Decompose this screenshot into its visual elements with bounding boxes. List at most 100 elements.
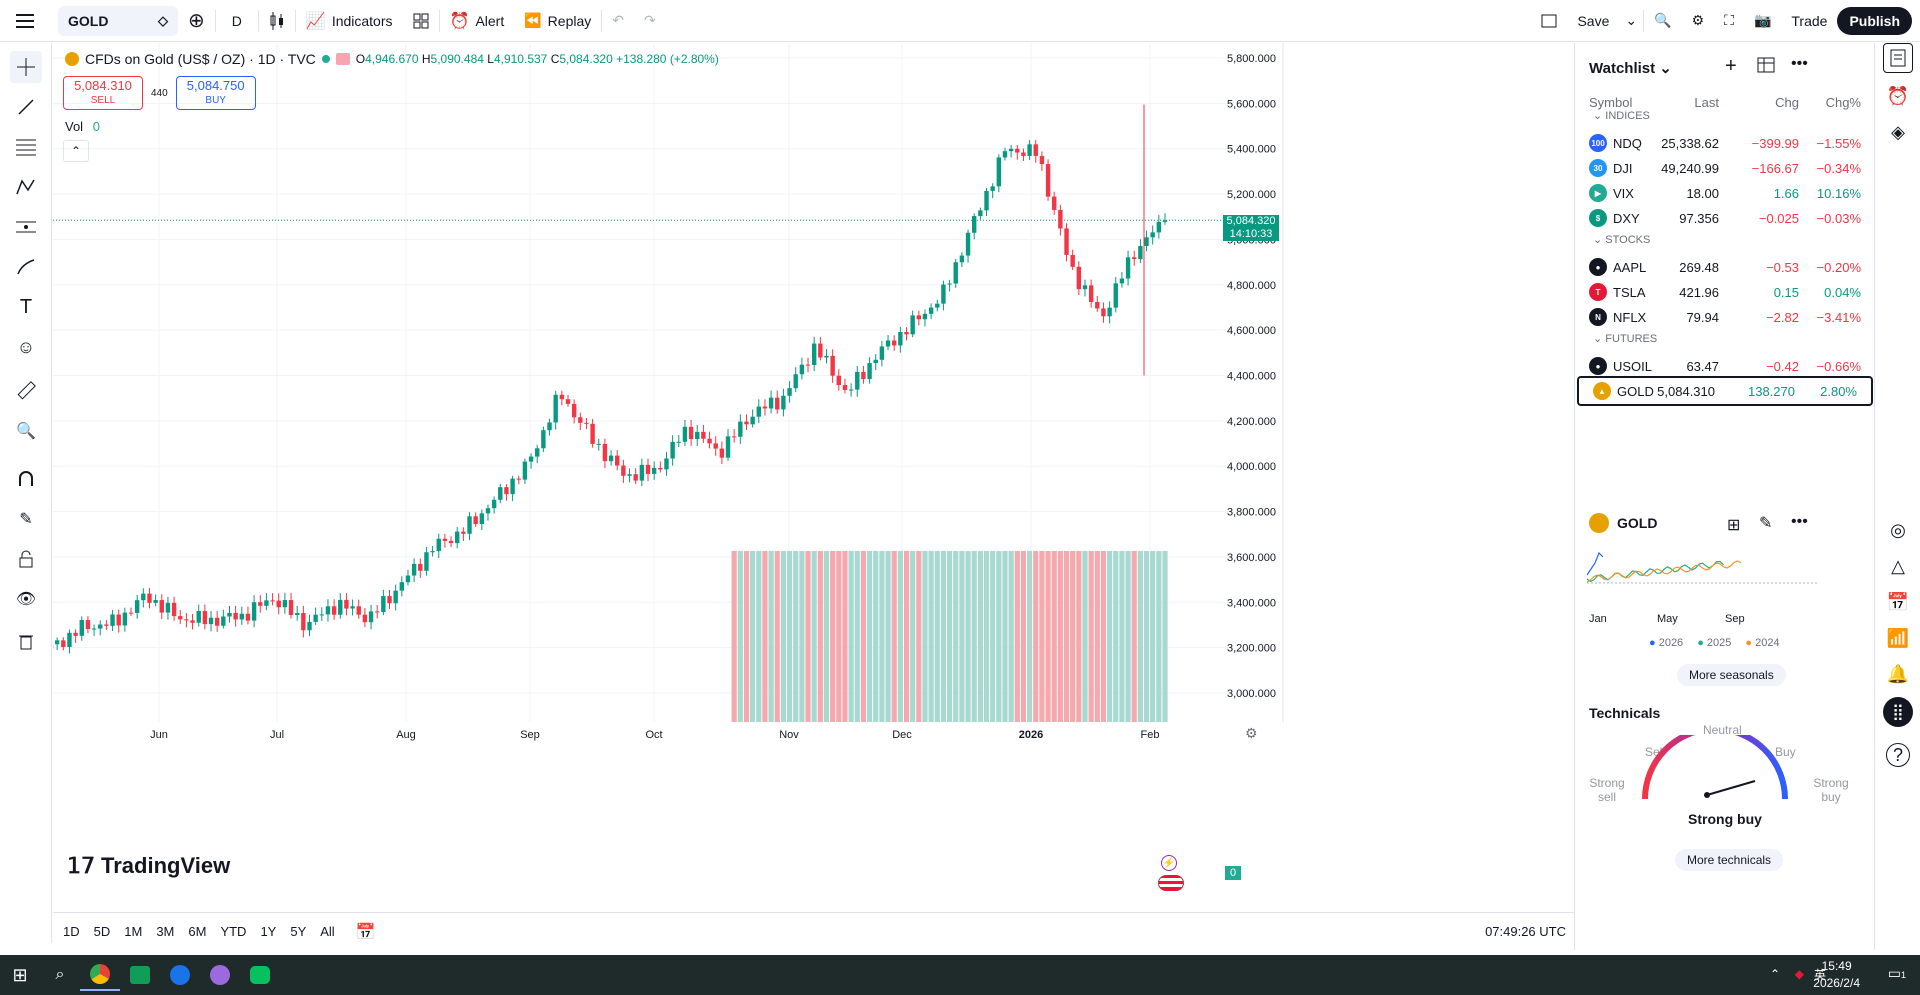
system-clock[interactable]: 15:49 2026/2/4 <box>1813 958 1860 992</box>
calendar-icon[interactable]: 📅 <box>1886 591 1910 612</box>
lightning-icon[interactable]: ⚡ <box>1161 855 1177 871</box>
trash-icon[interactable] <box>10 625 42 657</box>
bell-icon[interactable]: 🔔 <box>1886 663 1910 684</box>
help-icon[interactable]: ? <box>1886 743 1910 767</box>
grid-icon[interactable]: ⊞ <box>1727 517 1741 534</box>
seasonals-chart[interactable] <box>1587 539 1827 609</box>
pencil-lock-icon[interactable]: ✎ <box>19 511 33 528</box>
undo-button[interactable]: ↶ <box>612 12 624 28</box>
chrome-icon[interactable] <box>80 959 120 991</box>
col-chg[interactable]: Chg <box>1775 95 1799 110</box>
range-5y[interactable]: 5Y <box>290 924 307 939</box>
events-icons[interactable]: ⚡ <box>1161 855 1177 871</box>
technicals-title[interactable]: Technicals <box>1589 705 1661 721</box>
notification-icon[interactable]: ▭1 <box>1887 965 1906 981</box>
replay-button[interactable]: ⏪ Replay <box>514 0 601 42</box>
chart-pane[interactable]: 5,800.0005,600.0005,400.0005,200.0005,00… <box>53 43 1574 950</box>
apps-grid-icon[interactable]: ⣿ <box>1883 697 1913 727</box>
tray-app-icon[interactable]: ◆ <box>1794 967 1804 981</box>
alert-button[interactable]: ⏰ Alert <box>440 0 515 42</box>
fib-retracement-icon[interactable] <box>10 131 42 163</box>
watchlist-row-nflx[interactable]: N NFLX 79.94 −2.82 −3.41% <box>1575 302 1875 332</box>
range-5d[interactable]: 5D <box>93 924 111 939</box>
price-chart[interactable]: 5,800.0005,600.0005,400.0005,200.0005,00… <box>53 43 1574 912</box>
pattern-icon[interactable] <box>10 171 42 203</box>
cat-app-icon[interactable] <box>200 959 240 991</box>
alarm-clock-icon[interactable]: ⏰ <box>1886 85 1910 106</box>
camera-icon[interactable]: 📷 <box>1753 12 1772 28</box>
more-seasonals-button[interactable]: More seasonals <box>1677 664 1786 686</box>
zoom-in-icon[interactable]: 🔍 <box>16 423 36 440</box>
range-1d[interactable]: 1D <box>63 924 80 939</box>
more-options-icon[interactable]: ••• <box>1791 55 1808 72</box>
templates-icon[interactable] <box>403 0 439 42</box>
more-options-icon[interactable]: ••• <box>1791 513 1808 530</box>
trade-button[interactable]: Trade <box>1791 12 1828 29</box>
crosshair-icon[interactable] <box>10 51 42 83</box>
settings-icon[interactable]: ⚙ <box>1245 725 1258 741</box>
buy-button[interactable]: 5,084.750 BUY <box>175 76 256 110</box>
watchlist-row-aapl[interactable]: ● AAPL 269.48 −0.53 −0.20% <box>1575 252 1875 282</box>
watchlist-title[interactable]: Watchlist ⌄ <box>1589 59 1672 77</box>
more-technicals-button[interactable]: More technicals <box>1675 849 1784 871</box>
interval-button[interactable]: D <box>231 12 242 29</box>
ideas-icon[interactable]: △ <box>1891 555 1905 576</box>
fullscreen-icon[interactable]: ⛶ <box>1724 12 1734 28</box>
indicators-button[interactable]: 📈 Indicators <box>296 0 403 42</box>
col-symbol[interactable]: Symbol <box>1589 95 1633 110</box>
magnet-icon[interactable] <box>10 463 42 495</box>
add-symbol-icon[interactable]: + <box>1725 55 1737 77</box>
text-icon[interactable]: T <box>19 295 33 318</box>
lock-icon[interactable] <box>10 543 42 575</box>
layout-icon[interactable] <box>1531 0 1567 42</box>
watchlist-row-ndq[interactable]: 100 NDQ 25,338.62 −399.99 −1.55% <box>1575 128 1875 158</box>
range-ytd[interactable]: YTD <box>220 924 247 939</box>
date-range-icon[interactable]: 📅 <box>355 923 376 941</box>
range-1y[interactable]: 1Y <box>260 924 277 939</box>
watchlist-icon[interactable] <box>1883 43 1913 73</box>
sell-button[interactable]: 5,084.310 SELL <box>63 76 143 110</box>
watchlist-row-vix[interactable]: ▶ VIX 18.00 1.66 10.16% <box>1575 178 1875 208</box>
us-flag-icon[interactable] <box>1158 875 1184 891</box>
range-all[interactable]: All <box>320 924 335 939</box>
ruler-icon[interactable] <box>10 375 42 407</box>
broadcast-icon[interactable]: 📶 <box>1886 627 1910 648</box>
ime-indicator[interactable]: 英 <box>1813 968 1826 982</box>
watchlist-row-usoil[interactable]: ● USOIL 63.47 −0.42 −0.66% <box>1575 351 1875 381</box>
menu-icon[interactable] <box>0 0 50 42</box>
publish-button[interactable]: Publish <box>1837 6 1912 35</box>
advanced-view-icon[interactable] <box>1757 57 1775 78</box>
target-icon[interactable]: ◎ <box>1890 519 1906 540</box>
tray-chevron-icon[interactable]: ⌃ <box>1769 967 1780 981</box>
watchlist-row-tsla[interactable]: T TSLA 421.96 0.15 0.04% <box>1575 277 1875 307</box>
save-button[interactable]: Save <box>1577 12 1610 29</box>
edit-icon[interactable]: ✎ <box>1759 515 1773 532</box>
watchlist-row-dji[interactable]: 30 DJI 49,240.99 −166.67 −0.34% <box>1575 153 1875 183</box>
chart-title[interactable]: CFDs on Gold (US$ / OZ) · 1D · TVC <box>85 51 316 67</box>
search-icon[interactable]: ⌕ <box>55 966 65 983</box>
watchlist-row-gold[interactable]: ▲ GOLD 5,084.310 138.270 2.80% <box>1577 376 1873 406</box>
prediction-icon[interactable] <box>10 211 42 243</box>
add-symbol-button[interactable]: ⊕ <box>188 10 205 32</box>
section-stocks[interactable]: ⌄ STOCKS <box>1593 233 1650 246</box>
chevron-down-icon[interactable]: ⌄ <box>1625 12 1638 28</box>
brush-icon[interactable] <box>10 251 42 283</box>
section-futures[interactable]: ⌄ FUTURES <box>1593 332 1657 345</box>
range-6m[interactable]: 6M <box>188 924 207 939</box>
redo-button[interactable]: ↷ <box>644 12 656 28</box>
range-1m[interactable]: 1M <box>124 924 143 939</box>
section-indices[interactable]: ⌄ INDICES <box>1593 109 1650 122</box>
emoji-icon[interactable]: ☺ <box>16 336 36 357</box>
symbol-search[interactable]: GOLD ◇ <box>58 5 178 36</box>
utc-time[interactable]: 07:49:26 UTC <box>1485 924 1566 939</box>
quick-search-icon[interactable]: 🔍 <box>1654 12 1672 28</box>
gear-icon[interactable]: ⚙ <box>1691 12 1705 28</box>
collapse-legend-button[interactable]: ⌃ <box>63 140 89 162</box>
col-last[interactable]: Last <box>1694 95 1719 110</box>
eye-icon[interactable]: 👁 <box>15 591 37 608</box>
windows-start-icon[interactable]: ⊞ <box>12 964 28 985</box>
trend-line-icon[interactable] <box>10 91 42 123</box>
watchlist-row-dxy[interactable]: $ DXY 97.356 −0.025 −0.03% <box>1575 203 1875 233</box>
candles-icon[interactable] <box>259 0 295 42</box>
maps-icon[interactable] <box>160 959 200 991</box>
